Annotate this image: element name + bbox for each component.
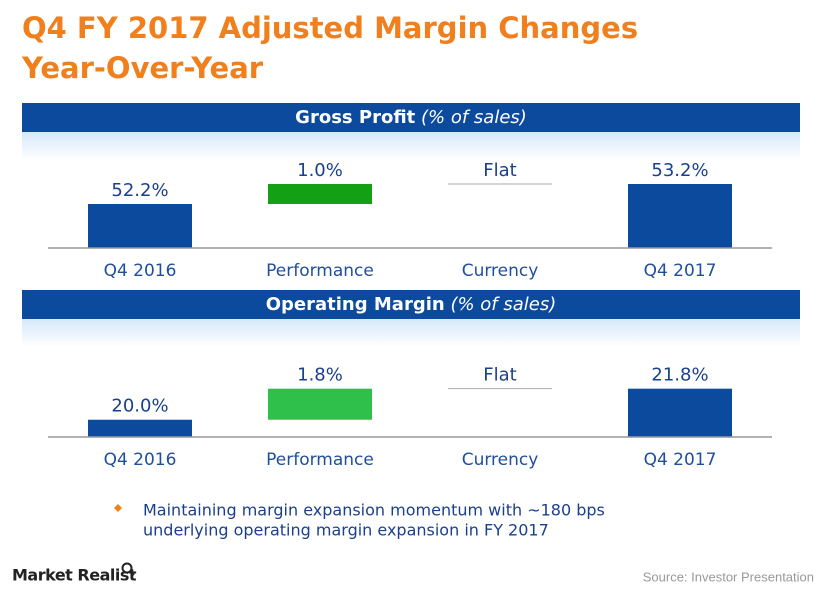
value-label: 20.0%	[111, 396, 168, 417]
header-band	[22, 103, 800, 132]
value-label: 52.2%	[111, 180, 168, 201]
value-label: 53.2%	[651, 160, 708, 181]
bullet-text: Maintaining margin expansion momentum wi…	[143, 501, 605, 520]
value-label: 1.0%	[297, 160, 343, 181]
bullet-text: underlying operating margin expansion in…	[143, 521, 549, 540]
category-label: Currency	[462, 261, 539, 281]
category-label: Q4 2016	[104, 261, 177, 281]
bullet-icon	[114, 504, 122, 512]
header-fade	[22, 319, 800, 347]
bar	[628, 388, 732, 437]
value-label: 21.8%	[651, 365, 708, 386]
value-label: Flat	[483, 160, 516, 181]
bar	[88, 204, 192, 248]
category-label: Performance	[266, 261, 374, 281]
value-label: Flat	[483, 365, 516, 386]
category-label: Q4 2017	[644, 261, 717, 281]
source: Source: Investor Presentation	[643, 569, 814, 584]
value-label: 1.8%	[297, 365, 343, 386]
category-label: Performance	[266, 450, 374, 470]
logo: Market Realist	[12, 566, 137, 585]
chart-header: Operating Margin (% of sales)	[266, 294, 557, 315]
bar	[268, 388, 372, 420]
category-label: Currency	[462, 450, 539, 470]
slide-title: Q4 FY 2017 Adjusted Margin Changes	[22, 11, 638, 45]
chart-header: Gross Profit (% of sales)	[295, 107, 527, 128]
header-band	[22, 290, 800, 319]
bar	[268, 184, 372, 204]
header-fade	[22, 132, 800, 160]
chart-subtitle: (% of sales)	[421, 107, 527, 128]
chart-title: Operating Margin	[266, 294, 445, 315]
chart-subtitle: (% of sales)	[450, 294, 556, 315]
category-label: Q4 2016	[104, 450, 177, 470]
slide-title: Year-Over-Year	[21, 51, 264, 85]
logo-icon	[121, 562, 133, 574]
chart-title: Gross Profit	[295, 107, 415, 128]
category-label: Q4 2017	[644, 450, 717, 470]
logo-icon	[129, 570, 135, 576]
bar	[628, 184, 732, 248]
bar	[88, 419, 192, 437]
